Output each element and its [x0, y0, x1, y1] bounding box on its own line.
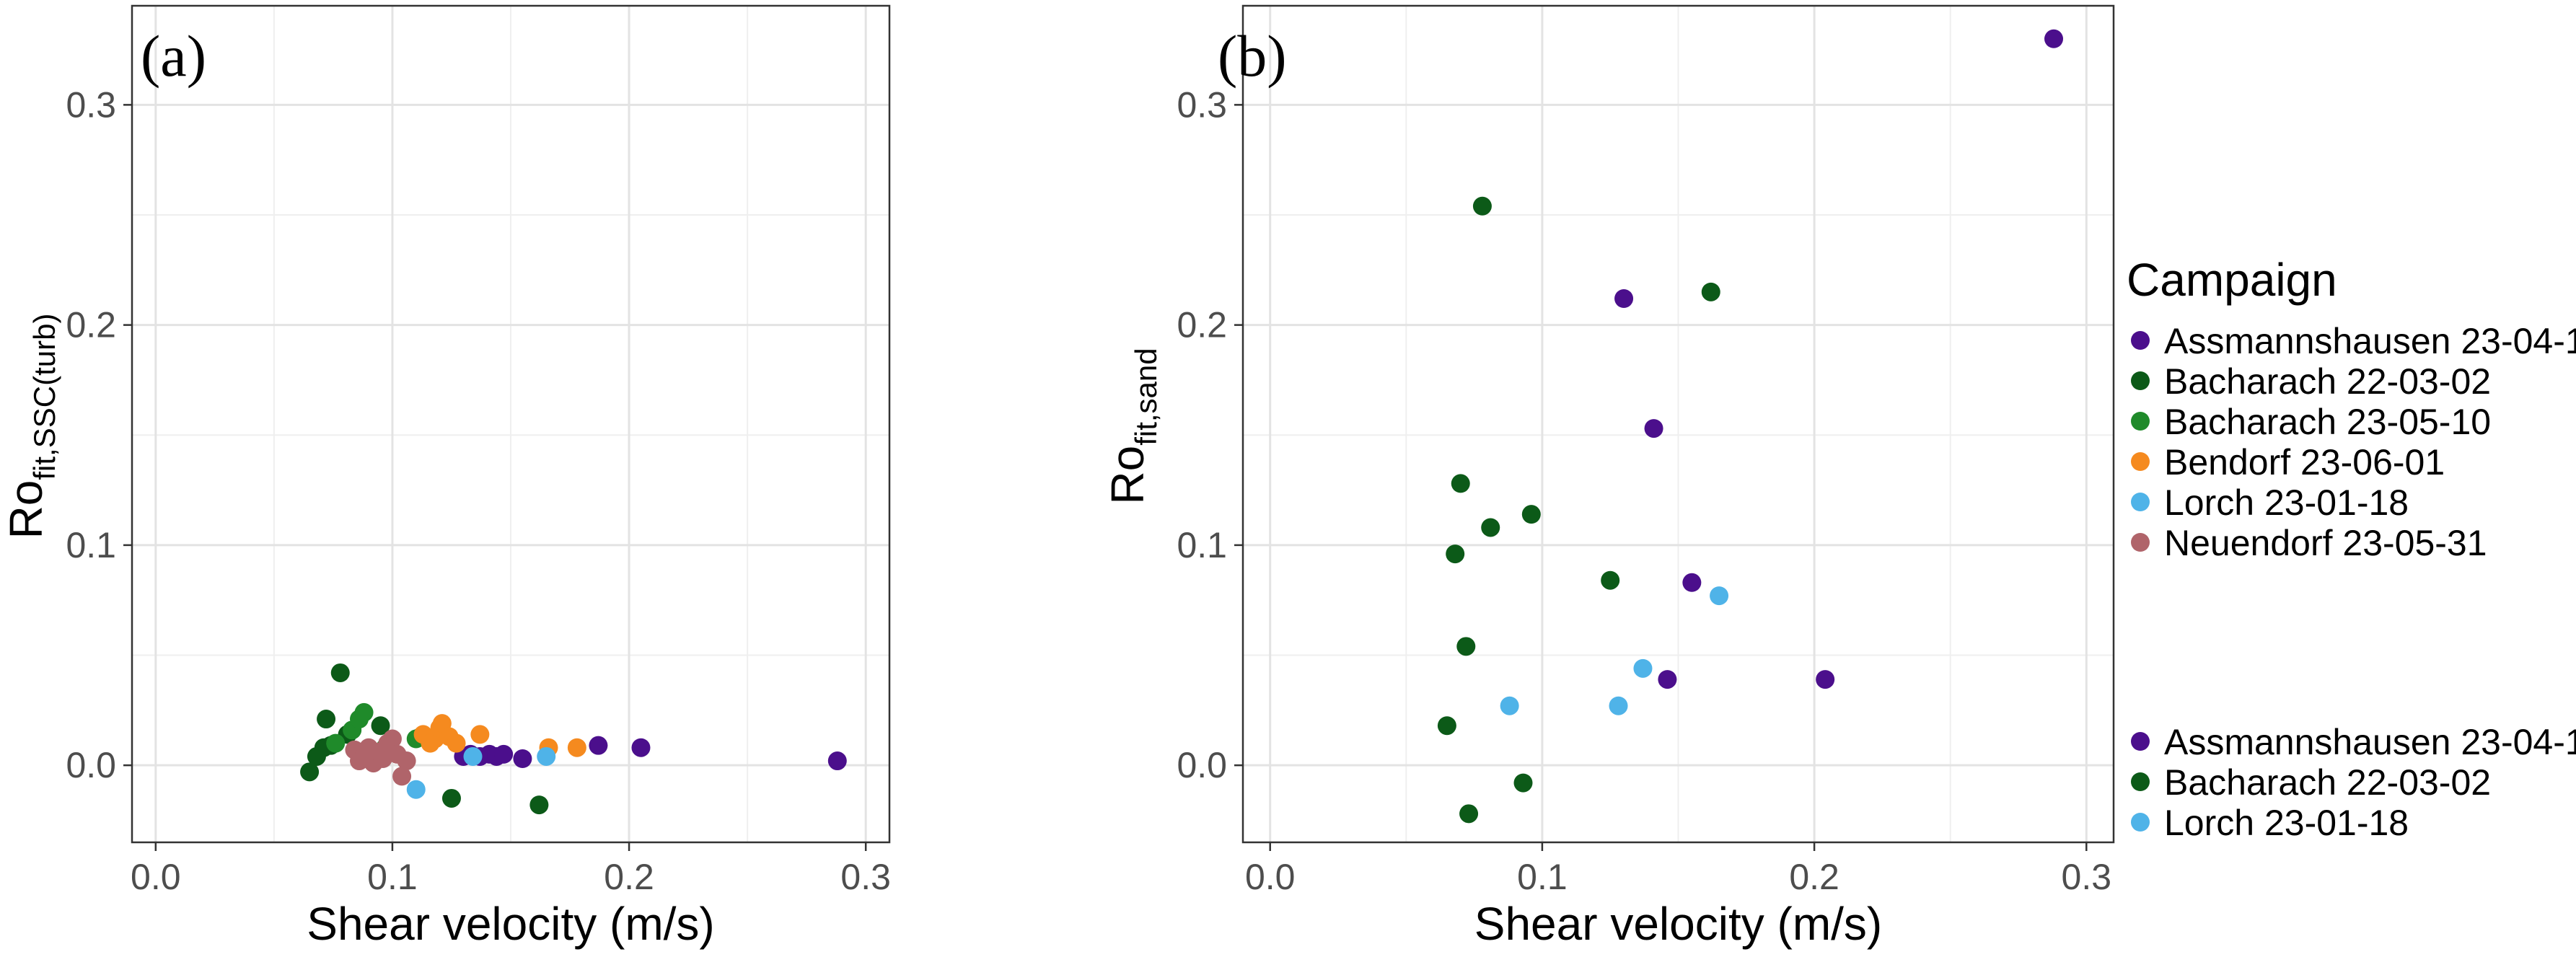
- data-point: [1644, 419, 1663, 438]
- data-point: [1472, 196, 1492, 216]
- y-tick-label: 0.3: [1177, 84, 1227, 125]
- plot-frame: [1241, 4, 2115, 844]
- y-tick-label: 0.1: [66, 525, 116, 565]
- data-point: [371, 716, 390, 736]
- data-point: [567, 738, 586, 757]
- y-axis-title: Rofit,SSC(turb): [0, 314, 61, 539]
- data-point: [1500, 696, 1519, 715]
- legend-key: [2131, 813, 2150, 832]
- y-tick-label: 0.3: [66, 84, 116, 125]
- legend-label: Neuendorf 23-05-31: [2164, 523, 2487, 563]
- x-tick-label: 0.3: [840, 857, 891, 897]
- legend-title: Campaign: [2127, 254, 2337, 306]
- data-point: [631, 738, 651, 757]
- data-point: [1513, 773, 1533, 793]
- data-point: [1446, 544, 1465, 564]
- legend-key: [2131, 493, 2150, 511]
- legend-label: Bendorf 23-06-01: [2164, 442, 2445, 482]
- legend-key: [2131, 772, 2150, 791]
- x-axis-title: Shear velocity (m/s): [1474, 898, 1882, 950]
- legend-key: [2131, 331, 2150, 350]
- y-tick-label: 0.2: [66, 305, 116, 345]
- data-point: [354, 702, 374, 722]
- data-point: [406, 780, 426, 799]
- y-axis-title: Rofit,sand: [1102, 348, 1163, 504]
- data-point: [447, 733, 466, 753]
- data-point: [326, 733, 346, 753]
- data-point: [382, 729, 402, 749]
- data-point: [1682, 573, 1702, 592]
- x-tick-label: 0.1: [367, 857, 418, 897]
- x-axis-title: Shear velocity (m/s): [307, 898, 714, 950]
- y-tick-label: 0.0: [1177, 745, 1227, 785]
- data-point: [1456, 637, 1476, 656]
- legend-label: Bacharach 23-05-10: [2164, 402, 2491, 442]
- y-tick-label: 0.0: [66, 745, 116, 785]
- y-axis-title-main: Ro: [1102, 446, 1153, 505]
- panel-label: (b): [1218, 23, 1287, 89]
- data-point: [1521, 505, 1541, 524]
- legend-label: Bacharach 22-03-02: [2164, 361, 2491, 402]
- legend-key: [2131, 732, 2150, 751]
- panel-label: (a): [141, 23, 206, 89]
- data-point: [1633, 658, 1653, 678]
- data-point: [1701, 282, 1720, 301]
- data-point: [1481, 518, 1500, 537]
- x-tick-label: 0.3: [2062, 857, 2112, 897]
- x-tick-label: 0.0: [1245, 857, 1296, 897]
- data-point: [513, 749, 532, 768]
- data-point: [330, 663, 350, 682]
- y-axis-title-subscript: fit,SSC(turb): [27, 314, 61, 480]
- legend-key: [2131, 452, 2150, 471]
- data-point: [397, 751, 416, 771]
- data-point: [2044, 29, 2064, 48]
- data-point: [463, 746, 483, 766]
- data-point: [537, 746, 556, 766]
- data-point: [1658, 670, 1677, 689]
- legend-key: [2131, 533, 2150, 552]
- legend-label: Lorch 23-01-18: [2164, 803, 2409, 843]
- data-point: [441, 788, 461, 808]
- data-point: [1451, 474, 1470, 493]
- plot-frame: [131, 4, 891, 844]
- data-point: [1459, 804, 1479, 824]
- x-tick-label: 0.1: [1517, 857, 1568, 897]
- data-point: [300, 762, 320, 782]
- data-point: [529, 795, 549, 815]
- legend-label: Lorch 23-01-18: [2164, 482, 2409, 523]
- legend-label: Assmannshausen 23-04-18: [2164, 321, 2576, 361]
- legend-key: [2131, 371, 2150, 390]
- y-tick-label: 0.1: [1177, 525, 1227, 565]
- data-point: [1437, 716, 1456, 736]
- panel-b: 0.0 0.1 0.2 0.3 0.0 0.1 0.2 0.3 Shear velocity (…: [1102, 4, 2115, 950]
- data-point: [827, 751, 847, 771]
- data-point: [1614, 289, 1634, 308]
- data-point: [589, 736, 608, 755]
- x-tick-label: 0.2: [1789, 857, 1839, 897]
- y-tick-label: 0.2: [1177, 305, 1227, 345]
- data-point: [392, 767, 412, 786]
- y-axis-title-subscript: fit,sand: [1129, 348, 1163, 445]
- legend-label: Bacharach 22-03-02: [2164, 762, 2491, 803]
- x-tick-label: 0.2: [604, 857, 654, 897]
- data-point: [317, 710, 336, 729]
- data-point: [1609, 696, 1628, 715]
- data-point: [470, 725, 490, 744]
- x-tick-label: 0.0: [131, 857, 181, 897]
- data-point: [373, 749, 392, 768]
- data-point: [1601, 570, 1620, 590]
- panel-a: 0.0 0.1 0.2 0.3 0.0 0.1 0.2 0.3 Shear velocity (…: [0, 4, 891, 950]
- legend-key: [2131, 412, 2150, 431]
- legend-label: Assmannshausen 23-04-18: [2164, 722, 2576, 762]
- y-axis-title-main: Ro: [0, 480, 52, 539]
- data-point: [1710, 586, 1729, 606]
- data-point: [1816, 670, 1835, 689]
- data-point: [494, 744, 514, 764]
